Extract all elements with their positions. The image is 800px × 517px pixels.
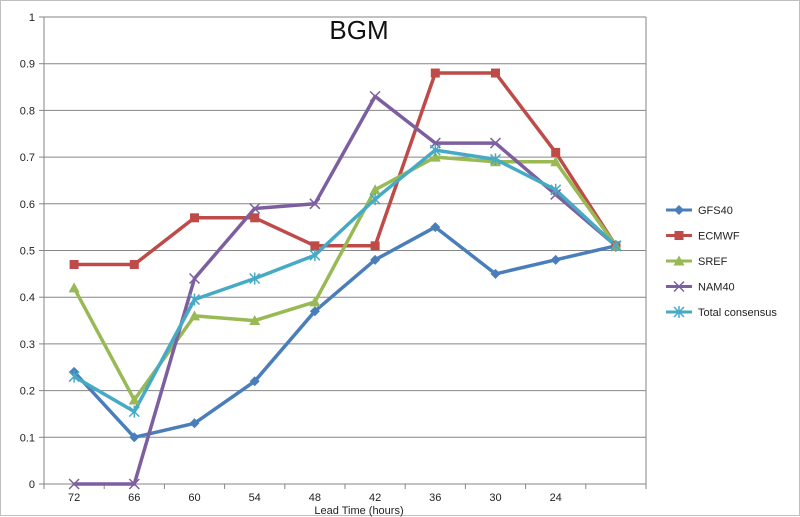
data-point-total-consensus bbox=[68, 370, 80, 383]
data-point-ecmwf bbox=[310, 241, 320, 251]
data-point-nam40 bbox=[309, 198, 321, 210]
x-tick-label: 54 bbox=[249, 492, 261, 504]
series-line-nam40 bbox=[74, 94, 618, 486]
data-point-nam40 bbox=[249, 202, 261, 215]
data-point-gfs40 bbox=[490, 268, 501, 279]
legend-label-total-consensus: Total consensus bbox=[698, 307, 777, 319]
data-point-nam40 bbox=[369, 90, 381, 102]
data-point-gfs40 bbox=[370, 254, 381, 265]
y-tick-label: 0.5 bbox=[20, 246, 35, 258]
data-point-ecmwf bbox=[250, 213, 260, 223]
data-point-sref bbox=[249, 315, 261, 326]
data-point-total-consensus bbox=[610, 239, 622, 252]
data-point-total-consensus bbox=[489, 153, 502, 166]
data-point-sref bbox=[128, 394, 140, 405]
legend-label-ecmwf: ECMWF bbox=[698, 231, 740, 243]
legend-marker-total-consensus bbox=[673, 306, 685, 318]
x-tick-label: 24 bbox=[550, 492, 562, 504]
data-point-gfs40 bbox=[550, 254, 561, 265]
y-tick-label: 0 bbox=[29, 479, 35, 491]
data-point-total-consensus bbox=[309, 249, 321, 262]
series-line-gfs40 bbox=[72, 225, 617, 440]
legend-label-gfs40: GFS40 bbox=[698, 205, 733, 217]
data-point-gfs40 bbox=[249, 376, 260, 387]
x-tick-label: 66 bbox=[128, 492, 140, 504]
data-point-total-consensus bbox=[128, 405, 140, 418]
data-point-nam40 bbox=[128, 478, 140, 490]
y-tick-label: 0.4 bbox=[20, 292, 35, 304]
data-point-ecmwf bbox=[491, 68, 500, 78]
y-tick-label: 0.1 bbox=[20, 432, 35, 444]
data-point-total-consensus bbox=[550, 183, 562, 196]
data-point-sref bbox=[369, 184, 381, 195]
legend-marker-gfs40 bbox=[674, 205, 684, 215]
data-point-total-consensus bbox=[369, 193, 381, 206]
series-line-total-consensus bbox=[73, 148, 618, 414]
legend-label-sref: SREF bbox=[698, 256, 728, 268]
x-tick-label: 30 bbox=[489, 492, 501, 504]
x-tick-label: 60 bbox=[188, 492, 200, 504]
data-point-sref bbox=[550, 156, 562, 167]
legend-marker-sref bbox=[673, 255, 685, 266]
x-tick-label: 36 bbox=[429, 492, 441, 504]
data-point-nam40 bbox=[68, 478, 80, 490]
y-tick-label: 0.6 bbox=[20, 199, 35, 211]
legend-marker-ecmwf bbox=[674, 231, 684, 240]
series-line-sref bbox=[72, 155, 618, 402]
data-point-sref bbox=[309, 296, 321, 307]
x-axis-title: Lead Time (hours) bbox=[314, 505, 403, 517]
x-tick-label: 72 bbox=[68, 492, 80, 504]
data-point-gfs40 bbox=[129, 432, 140, 443]
y-tick-label: 0.8 bbox=[20, 105, 35, 117]
data-point-ecmwf bbox=[551, 147, 561, 157]
data-point-sref bbox=[429, 151, 441, 162]
data-point-ecmwf bbox=[370, 241, 380, 251]
data-point-total-consensus bbox=[429, 144, 441, 157]
data-point-sref bbox=[68, 282, 80, 293]
data-point-sref bbox=[189, 310, 200, 321]
data-point-gfs40 bbox=[309, 306, 320, 317]
y-tick-label: 0.3 bbox=[20, 339, 35, 351]
y-tick-label: 0.2 bbox=[20, 386, 35, 398]
series-line-ecmwf bbox=[74, 71, 618, 267]
data-point-nam40 bbox=[489, 137, 502, 149]
data-point-ecmwf bbox=[69, 260, 79, 270]
data-point-total-consensus bbox=[249, 272, 261, 285]
data-point-gfs40 bbox=[189, 418, 200, 429]
y-tick-label: 0.9 bbox=[20, 59, 35, 71]
y-tick-label: 0.7 bbox=[20, 152, 35, 164]
legend-label-nam40: NAM40 bbox=[698, 282, 735, 294]
data-point-nam40 bbox=[188, 272, 201, 285]
x-tick-label: 42 bbox=[369, 492, 381, 504]
y-tick-label: 1 bbox=[29, 12, 35, 24]
chart-title: BGM bbox=[329, 15, 388, 45]
data-point-total-consensus bbox=[188, 293, 201, 306]
data-point-ecmwf bbox=[190, 213, 199, 223]
data-point-gfs40 bbox=[430, 222, 441, 233]
data-point-ecmwf bbox=[430, 68, 440, 78]
x-tick-label: 48 bbox=[309, 492, 321, 504]
data-point-ecmwf bbox=[129, 260, 139, 270]
legend-marker-nam40 bbox=[673, 280, 685, 293]
